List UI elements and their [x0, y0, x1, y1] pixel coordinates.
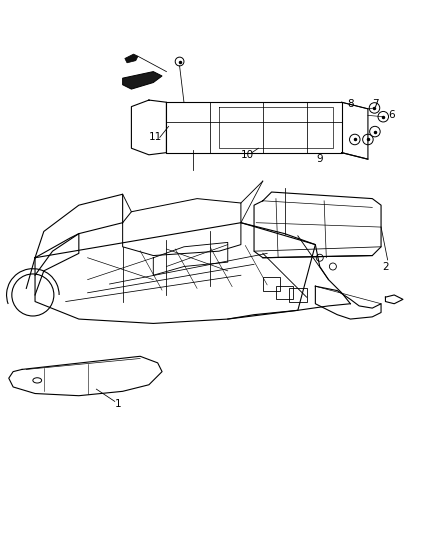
Text: 2: 2 [382, 262, 389, 271]
Text: 8: 8 [347, 100, 354, 109]
Polygon shape [123, 71, 162, 89]
Bar [276, 286, 293, 300]
Text: 7: 7 [372, 100, 379, 109]
Text: 10: 10 [241, 150, 254, 160]
Text: 6: 6 [389, 110, 396, 120]
Bar [263, 278, 280, 290]
Polygon shape [125, 54, 138, 63]
Text: 1: 1 [115, 399, 122, 409]
Text: 9: 9 [316, 154, 323, 164]
Text: 11: 11 [149, 132, 162, 142]
Bar [289, 288, 307, 302]
